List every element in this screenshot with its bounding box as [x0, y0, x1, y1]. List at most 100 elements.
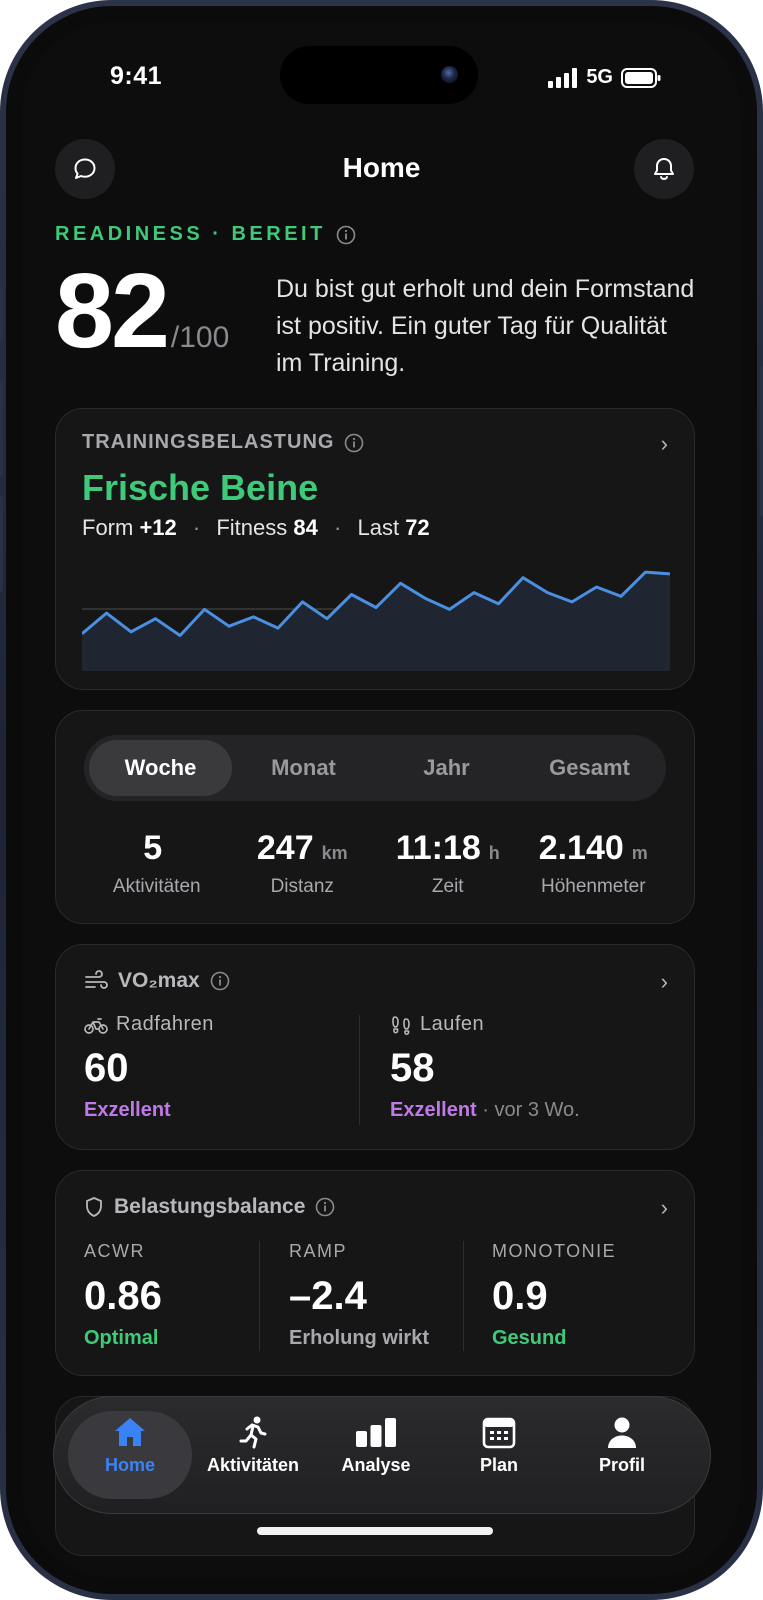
metric-value: 11:18: [395, 829, 481, 867]
metric-unit: km: [321, 843, 348, 863]
nav-analysis[interactable]: Analyse: [314, 1415, 438, 1476]
side-button-power: [760, 366, 763, 516]
nav-label: Analyse: [341, 1455, 411, 1475]
chevron-right-icon[interactable]: ›: [660, 431, 668, 456]
metric-label: Distanz: [270, 876, 334, 897]
vo2max-cycling: Radfahren 60 Exzellent: [84, 1013, 214, 1122]
nav-home[interactable]: Home: [68, 1415, 192, 1476]
load-balance-card[interactable]: Belastungsbalance › ACWR 0.86 Optimal RA…: [55, 1170, 695, 1376]
metric-label: RAMP: [289, 1241, 348, 1261]
readiness-label-text: READINESS · BEREIT: [55, 223, 326, 245]
dynamic-island: [280, 46, 478, 104]
side-button-volume-down: [0, 496, 3, 592]
nav-label: Aktivitäten: [206, 1455, 300, 1475]
metric-activities: 5 Aktivitäten: [84, 829, 230, 898]
metric-value: 247: [256, 829, 314, 867]
period-tabs: Woche Monat Jahr Gesamt: [84, 735, 666, 801]
last-label: Last: [357, 515, 400, 540]
form-label: Form: [82, 515, 134, 540]
metric-value: 2.140: [538, 829, 624, 867]
info-icon[interactable]: [315, 1197, 335, 1217]
readiness-score-max: /100: [170, 321, 230, 354]
info-icon[interactable]: [336, 225, 356, 245]
chart-area: [82, 572, 670, 671]
form-value: +12: [139, 515, 177, 540]
training-load-title: TRAININGSBELASTUNG: [82, 431, 335, 453]
separator: ·: [192, 515, 201, 540]
nav-plan[interactable]: Plan: [437, 1415, 561, 1476]
info-icon[interactable]: [344, 433, 364, 453]
wind-icon: [85, 970, 108, 989]
metric-value: 0.86: [84, 1274, 162, 1318]
metric-label: Aktivitäten: [112, 876, 201, 897]
divider: [359, 1015, 360, 1125]
tab-year[interactable]: Jahr: [423, 755, 470, 780]
metric-status: Erholung wirkt: [289, 1327, 429, 1349]
nav-activities[interactable]: Aktivitäten: [191, 1415, 315, 1476]
tab-total[interactable]: Gesamt: [549, 755, 630, 780]
shield-icon: [86, 1197, 102, 1217]
chat-button[interactable]: [55, 139, 115, 199]
readiness-label: READINESS · BEREIT: [55, 223, 356, 246]
divider: [259, 1241, 260, 1351]
bottom-nav: Home Aktivitäten Analyse Plan Profil: [53, 1396, 711, 1514]
tab-week[interactable]: Woche: [89, 740, 232, 796]
nav-label: Profil: [598, 1455, 645, 1475]
fitness-label: Fitness: [216, 515, 288, 540]
metric-unit: m: [631, 843, 648, 863]
side-button-silent: [0, 286, 3, 342]
home-indicator[interactable]: [257, 1527, 493, 1535]
chat-icon: [74, 158, 96, 179]
chart-line: [82, 570, 670, 637]
bar-chart-icon: [356, 1418, 396, 1447]
nav-label: Plan: [479, 1455, 518, 1475]
metric-label: Höhenmeter: [540, 876, 646, 897]
sport-label: Laufen: [390, 1013, 580, 1036]
metric-label: ACWR: [84, 1241, 145, 1261]
metric-monotony: MONOTONIE 0.9 Gesund: [492, 1241, 616, 1350]
balance-title: Belastungsbalance: [114, 1195, 306, 1218]
calendar-icon: [482, 1417, 516, 1449]
status-indicators: 5G: [548, 66, 661, 89]
training-load-stats: Form +12 · Fitness 84 · Last 72: [82, 515, 430, 541]
notifications-button[interactable]: [634, 139, 694, 199]
training-load-label: TRAININGSBELASTUNG: [82, 431, 364, 454]
sport-label-text: Radfahren: [116, 1013, 214, 1035]
vo2max-rating: Exzellent · vor 3 Wo.: [390, 1099, 580, 1122]
chevron-right-icon[interactable]: ›: [660, 969, 668, 994]
vo2max-note: · vor 3 Wo.: [476, 1099, 580, 1121]
home-icon: [115, 1418, 145, 1446]
person-icon: [608, 1417, 636, 1448]
vo2max-value: 60: [84, 1046, 129, 1090]
training-load-chart: [82, 570, 670, 671]
metric-distance: 247 km Distanz: [230, 829, 376, 898]
period-summary-card: Woche Monat Jahr Gesamt 5 Aktivitäten 24…: [55, 710, 695, 924]
metric-ramp: RAMP –2.4 Erholung wirkt: [289, 1241, 429, 1350]
metric-value: 0.9: [492, 1274, 548, 1318]
summary-metrics: 5 Aktivitäten 247 km Distanz 11:18 h Zeit …: [84, 829, 666, 898]
readiness-score-value: 82: [55, 252, 170, 370]
vo2max-value: 58: [390, 1046, 435, 1090]
screen: 9:41 5G Home READINESS · BEREIT 82 /100 …: [22, 22, 741, 1578]
readiness-description: Du bist gut erholt und dein Formstand is…: [276, 275, 695, 377]
nav-label: Home: [104, 1455, 155, 1475]
metric-unit: h: [488, 843, 500, 863]
balance-header: Belastungsbalance: [84, 1195, 335, 1219]
chevron-right-icon[interactable]: ›: [660, 1195, 668, 1220]
metric-elevation: 2.140 m Höhenmeter: [521, 829, 667, 898]
metric-value: 5: [143, 829, 163, 867]
camera-icon: [441, 66, 458, 83]
training-load-card[interactable]: TRAININGSBELASTUNG › Frische Beine Form …: [55, 408, 695, 690]
vo2max-running: Laufen 58 Exzellent · vor 3 Wo.: [390, 1013, 580, 1122]
vo2max-header: VO₂max: [84, 969, 230, 993]
training-load-status: Frische Beine: [82, 467, 319, 508]
info-icon[interactable]: [210, 971, 230, 991]
metric-status: Gesund: [492, 1327, 567, 1349]
divider: [463, 1241, 464, 1351]
status-time: 9:41: [110, 62, 163, 90]
vo2max-card[interactable]: VO₂max › Radfahren 60 Exzellent Laufen 5…: [55, 944, 695, 1150]
tab-month[interactable]: Monat: [271, 755, 336, 780]
separator: ·: [334, 515, 342, 540]
nav-profile[interactable]: Profil: [560, 1415, 684, 1476]
last-value: 72: [405, 515, 430, 540]
